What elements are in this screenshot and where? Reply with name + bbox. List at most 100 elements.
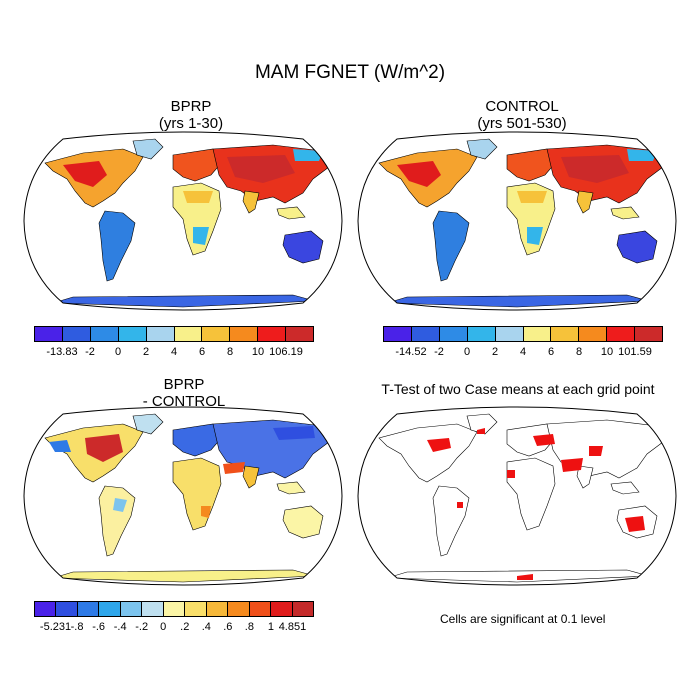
field-anomaly — [527, 227, 543, 245]
globe-outline — [357, 131, 677, 311]
colorbar-label: 8 — [575, 346, 583, 358]
colorbar-label: 0 — [463, 346, 471, 358]
colorbar-swatch — [258, 327, 287, 341]
colorbar-label: -14.52 — [395, 346, 427, 358]
significant-cells — [625, 516, 645, 532]
colorbar-swatch — [579, 327, 608, 341]
field-anomaly — [227, 155, 295, 183]
colorbar-swatch — [467, 327, 496, 341]
colorbar-swatch — [523, 327, 552, 341]
landmass-sea — [610, 481, 640, 495]
panel-title-diff: BPRP - CONTROL — [94, 376, 274, 410]
colorbar-label: .6 — [223, 621, 233, 633]
landmass-ant — [52, 569, 316, 583]
colorbar-swatch — [635, 327, 663, 341]
landmass-greenland — [132, 138, 164, 160]
colorbar-swatch — [202, 327, 231, 341]
landmass-au — [282, 230, 324, 264]
colorbar-label: 101.59 — [618, 346, 652, 358]
colorbar-swatch — [206, 602, 229, 616]
colorbar-label: 4.851 — [278, 621, 307, 633]
map-content — [378, 413, 664, 583]
colorbar-swatch — [551, 327, 580, 341]
map-content — [44, 413, 330, 583]
landmass-sa — [98, 210, 136, 282]
field-anomaly — [193, 227, 209, 245]
colorbar-label: 1 — [267, 621, 274, 633]
colorbar-swatch — [62, 327, 91, 341]
colorbar-swatch — [142, 602, 164, 616]
field-anomaly — [273, 426, 315, 440]
field-anomaly — [85, 434, 123, 462]
map-difference — [23, 406, 343, 586]
colorbar-label: 2 — [491, 346, 499, 358]
landmass-india — [242, 465, 260, 489]
colorbar-label: 10 — [600, 346, 614, 358]
colorbar-swatch — [228, 602, 250, 616]
map-ttest — [357, 406, 677, 586]
colorbar-swatch — [271, 602, 293, 616]
globe-outline — [23, 406, 343, 586]
colorbar-label: 10 — [251, 346, 265, 358]
map-content — [44, 138, 330, 308]
colorbar-swatch — [163, 602, 186, 616]
colorbar-label: 0 — [114, 346, 122, 358]
panel-title-ttest: T-Test of two Case means at each grid po… — [381, 381, 655, 397]
panel-title-line1: CONTROL — [485, 98, 559, 115]
field-anomaly — [201, 506, 211, 518]
panel-title-line2: (yrs 501-530) — [477, 115, 567, 132]
colorbar-labels-difference: -5.231 -.8 -.6 -.4 -.2 0 .2 .4 .6 .8 1 4.851 — [34, 621, 314, 635]
colorbar-control — [383, 326, 663, 342]
colorbar-difference — [34, 601, 314, 617]
landmass-af — [172, 457, 222, 531]
colorbar-labels-bprp: -13.83 -2 0 2 4 6 8 10 106.19 — [34, 346, 314, 360]
field-anomaly — [223, 462, 245, 474]
field-anomaly — [627, 149, 657, 161]
field-anomaly — [561, 155, 629, 183]
colorbar-label: 6 — [198, 346, 206, 358]
colorbar-swatch — [286, 327, 314, 341]
field-anomaly — [293, 149, 323, 161]
colorbar-swatch — [120, 602, 143, 616]
landmass-india — [576, 465, 594, 489]
colorbar-swatch — [384, 327, 412, 341]
colorbar-swatch — [99, 602, 121, 616]
colorbar-swatch — [35, 602, 57, 616]
field-anomaly — [397, 161, 441, 187]
panel-title-line1: BPRP — [163, 376, 205, 393]
colorbar-label: 6 — [547, 346, 555, 358]
colorbar-label: 4 — [170, 346, 178, 358]
significant-cells — [517, 574, 533, 580]
colorbar-label: 0 — [160, 621, 167, 633]
significant-cells — [427, 438, 451, 452]
colorbar-label: 4 — [519, 346, 527, 358]
landmass-sea — [276, 481, 306, 495]
map-content — [378, 138, 664, 308]
landmass-au — [282, 505, 324, 539]
landmass-au — [616, 230, 658, 264]
significant-cells — [477, 428, 485, 434]
colorbar-label: -.4 — [113, 621, 127, 633]
landmass-sa — [432, 210, 470, 282]
landmass-greenland — [466, 413, 498, 435]
colorbar-label: -.8 — [70, 621, 84, 633]
colorbar-label: -2 — [434, 346, 444, 358]
landmass-ant — [52, 294, 316, 308]
significance-note: Cells are significant at 0.1 level — [440, 612, 606, 626]
globe-outline — [23, 131, 343, 311]
landmass-sea — [610, 206, 640, 220]
landmass-india — [242, 190, 260, 214]
colorbar-label: -.2 — [135, 621, 149, 633]
colorbar-swatch — [495, 327, 524, 341]
panel-title-line2: (yrs 1-30) — [158, 115, 224, 132]
main-title: MAM FGNET (W/m^2) — [254, 62, 446, 83]
field-anomaly — [63, 161, 107, 187]
map-bprp — [23, 131, 343, 311]
panel-title-line1: BPRP — [170, 98, 212, 115]
colorbar-label: -13.83 — [46, 346, 78, 358]
colorbar-swatch — [607, 327, 636, 341]
colorbar-swatch — [146, 327, 175, 341]
colorbar-swatch — [56, 602, 78, 616]
colorbar-swatch — [230, 327, 259, 341]
significant-cells — [589, 446, 603, 456]
